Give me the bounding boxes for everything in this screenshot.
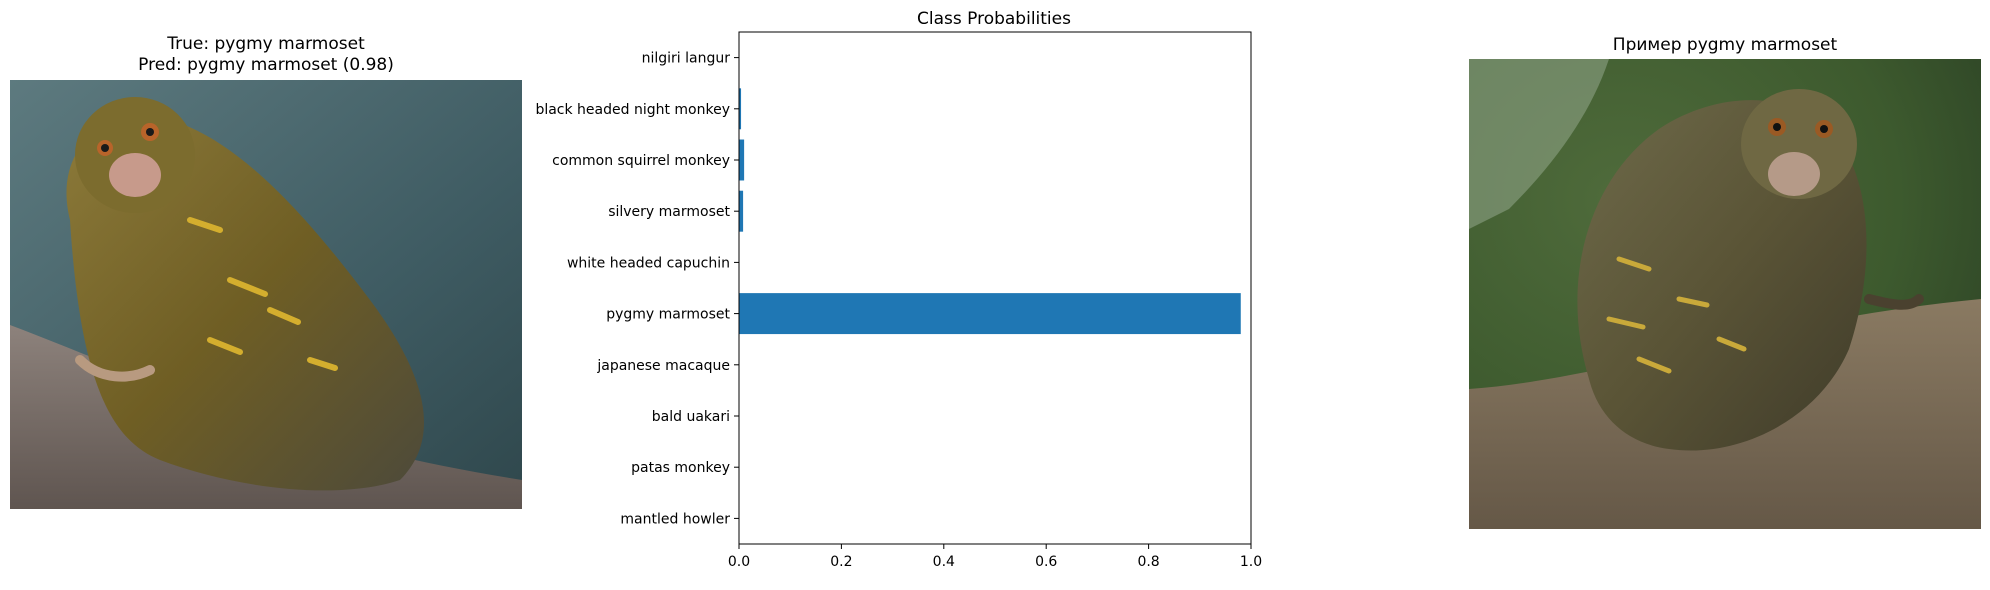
right-marmoset-photo — [1469, 59, 1981, 529]
chart-title: Class Probabilities — [917, 9, 1071, 29]
x-ticks-group: 0.0 0.2 0.4 0.6 0.8 1.0 — [728, 544, 1262, 570]
y-tick-label: patas monkey — [631, 460, 730, 476]
y-tick-label: mantled howler — [620, 511, 730, 527]
x-tick-label: 0.2 — [830, 554, 852, 570]
left-title-true: True: pygmy marmoset — [167, 34, 365, 54]
plot-frame — [738, 31, 1252, 545]
y-tick-label: bald uakari — [652, 409, 730, 425]
y-tick-label: pygmy marmoset — [606, 307, 730, 323]
bar-silvery-marmoset — [739, 190, 744, 232]
x-tick-label: 0.4 — [933, 554, 955, 570]
x-tick-label: 0.0 — [728, 554, 750, 570]
x-tick-label: 1.0 — [1240, 554, 1262, 570]
left-title: True: pygmy marmoset Pred: pygmy marmose… — [10, 34, 522, 76]
bar-pygmy-marmoset — [739, 293, 1241, 335]
left-title-pred: Pred: pygmy marmoset (0.98) — [138, 55, 394, 75]
bar-black-headed-night-monkey — [739, 88, 742, 130]
x-tick-label: 0.6 — [1035, 554, 1057, 570]
bars-group — [739, 88, 1241, 335]
y-ticks-group: mantled howler patas monkey bald uakari jap… — [535, 51, 739, 527]
y-tick-label: black headed night monkey — [535, 102, 730, 118]
bar-common-squirrel-monkey — [739, 139, 745, 181]
x-tick-label: 0.8 — [1137, 554, 1159, 570]
y-tick-label: white headed capuchin — [567, 255, 730, 271]
right-title: Пример pygmy marmoset — [1612, 35, 1838, 55]
y-tick-label: silvery marmoset — [608, 204, 730, 220]
y-tick-label: common squirrel monkey — [552, 153, 730, 169]
y-tick-label: nilgiri langur — [642, 51, 731, 67]
y-tick-label: japanese macaque — [596, 358, 730, 374]
left-marmoset-photo — [10, 80, 522, 509]
